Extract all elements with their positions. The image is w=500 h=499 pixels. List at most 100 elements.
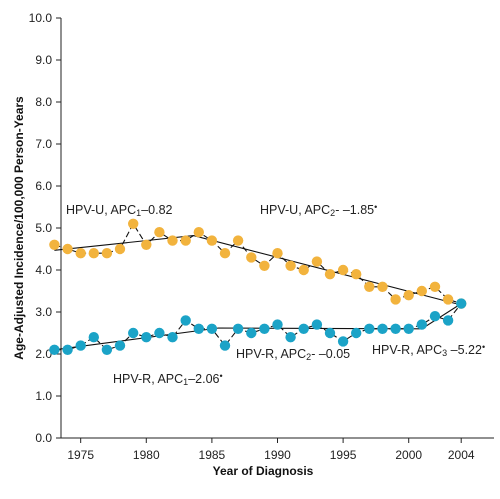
- point-hpv-u: [154, 227, 165, 238]
- point-hpv-u: [49, 239, 60, 250]
- point-hpv-r: [246, 327, 257, 339]
- y-axis-title: Age-Adjusted Incidence/100,000 Person-Ye…: [12, 96, 26, 360]
- annotation-hpvr-apc1: HPV-R, APC1–2.06•: [113, 371, 223, 387]
- annotation-sub: 2: [330, 208, 335, 218]
- x-tick-label: 1990: [264, 448, 291, 462]
- point-hpv-u: [429, 281, 441, 292]
- x-axis-title: Year of Diagnosis: [213, 464, 314, 478]
- point-hpv-u: [75, 248, 86, 259]
- annotation-suffix: –5.22: [447, 343, 482, 357]
- x-tick-label: 1975: [67, 448, 94, 462]
- point-hpv-r: [154, 327, 165, 339]
- point-hpv-u: [206, 235, 218, 246]
- point-hpv-u: [219, 248, 231, 259]
- annotation-prefix: HPV-R, APC: [113, 372, 183, 386]
- x-tick-label: 1980: [133, 448, 160, 462]
- significance-marker: •: [219, 371, 222, 381]
- y-tick-label: 4.0: [35, 263, 52, 277]
- point-hpv-u: [180, 235, 191, 246]
- x-tick-label: 2004: [448, 448, 475, 462]
- annotation-suffix: - –1.85: [335, 203, 374, 217]
- point-hpv-u: [193, 227, 204, 238]
- point-hpv-r: [141, 332, 152, 343]
- annotation-hpvr-apc2: HPV-R, APC2- –0.05: [236, 347, 350, 362]
- significance-marker: •: [374, 202, 377, 212]
- point-hpv-u: [364, 281, 375, 292]
- point-hpv-r: [390, 323, 401, 334]
- annotation-prefix: HPV-R, APC: [236, 347, 306, 361]
- point-hpv-r: [101, 344, 113, 355]
- annotation-sub: 1: [183, 377, 188, 387]
- x-tick-label: 1995: [330, 448, 357, 462]
- point-hpv-u: [259, 260, 270, 271]
- annotation-hpvu-apc2: HPV-U, APC2- –1.85•: [260, 202, 377, 218]
- point-hpv-u: [351, 269, 362, 280]
- series-points: [49, 218, 467, 355]
- y-tick-label: 2.0: [35, 347, 52, 361]
- annotation-prefix: HPV-U, APC: [260, 203, 330, 217]
- point-hpv-r: [206, 323, 218, 334]
- point-hpv-r: [364, 323, 375, 334]
- point-hpv-r: [324, 327, 336, 339]
- point-hpv-r: [219, 340, 231, 351]
- point-hpv-r: [128, 327, 139, 339]
- point-hpv-r: [456, 298, 467, 309]
- point-hpv-r: [259, 323, 270, 334]
- y-tick-label: 9.0: [35, 53, 52, 67]
- point-hpv-r: [75, 340, 86, 351]
- y-tick-label: 1.0: [35, 389, 52, 403]
- annotation-hpvu-apc1: HPV-U, APC1–0.82: [66, 203, 173, 218]
- y-ticks: 0.0 1.0 2.0 3.0 4.0 5.0 6.0 7.0 8.0 9.0 10.0: [29, 11, 61, 445]
- point-hpv-u: [128, 218, 139, 229]
- point-hpv-r: [272, 319, 283, 330]
- point-hpv-u: [337, 264, 349, 276]
- annotation-prefix: HPV-U, APC: [66, 203, 136, 217]
- point-hpv-r: [167, 332, 178, 343]
- point-hpv-r: [311, 319, 323, 330]
- point-hpv-u: [390, 294, 401, 305]
- point-hpv-u: [311, 256, 323, 267]
- significance-marker: •: [482, 342, 485, 352]
- point-hpv-u: [167, 235, 178, 246]
- annotation-sub: 3: [442, 348, 447, 358]
- point-hpv-r: [377, 323, 388, 334]
- point-hpv-r: [193, 323, 204, 334]
- point-hpv-r: [298, 323, 309, 334]
- point-hpv-r: [351, 327, 362, 339]
- point-hpv-u: [101, 248, 113, 259]
- point-hpv-u: [324, 269, 336, 280]
- annotation-hpvr-apc3: HPV-R, APC3 –5.22•: [372, 342, 485, 358]
- y-tick-label: 5.0: [35, 221, 52, 235]
- point-hpv-u: [377, 281, 388, 292]
- point-hpv-r: [442, 315, 454, 326]
- annotation-prefix: HPV-R, APC: [372, 343, 442, 357]
- point-hpv-r: [285, 332, 296, 343]
- point-hpv-u: [246, 252, 257, 263]
- point-hpv-r: [429, 311, 441, 322]
- point-hpv-u: [403, 290, 414, 301]
- point-hpv-r: [403, 323, 414, 334]
- series-line-hpv-u: [54, 222, 462, 305]
- point-hpv-u: [416, 285, 427, 297]
- point-hpv-u: [114, 243, 126, 255]
- point-hpv-r: [49, 344, 60, 355]
- point-hpv-u: [141, 239, 152, 250]
- point-hpv-r: [232, 323, 244, 334]
- y-tick-label: 8.0: [35, 95, 52, 109]
- y-tick-label: 10.0: [29, 11, 53, 25]
- point-hpv-r: [88, 332, 100, 343]
- point-hpv-r: [337, 336, 349, 347]
- x-ticks: 1975 1980 1985 1990 1995 2000 2004: [67, 438, 475, 462]
- y-tick-label: 3.0: [35, 305, 52, 319]
- point-hpv-u: [272, 248, 283, 259]
- point-hpv-u: [88, 248, 100, 259]
- point-hpv-r: [416, 319, 427, 330]
- x-tick-label: 2000: [395, 448, 422, 462]
- annotation-suffix: - –0.05: [311, 347, 350, 361]
- point-hpv-r: [62, 344, 73, 355]
- annotation-sub: 2: [306, 352, 311, 362]
- annotation-suffix: –0.82: [141, 203, 172, 217]
- point-hpv-r: [180, 315, 191, 326]
- trend-line-hpv-u: [54, 235, 457, 305]
